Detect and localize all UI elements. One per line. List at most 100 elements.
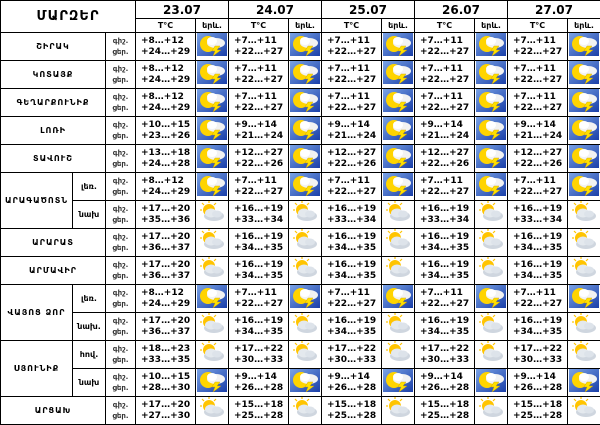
day-temp: +34…+35: [327, 243, 381, 254]
icon-part: [584, 267, 594, 274]
icon-part: [393, 37, 403, 45]
icon-part: [197, 229, 227, 252]
temperature: +16…+19+34…+35: [322, 257, 382, 285]
night-temp: +8…+12: [141, 288, 195, 299]
icon-part: [579, 177, 589, 185]
temperature: +17…+20+36…+37: [136, 229, 196, 257]
night-label: գիշ.: [106, 344, 135, 355]
temperature: +7…+11+22…+27: [508, 33, 568, 61]
icon-part: [574, 399, 576, 401]
weather-icon: [196, 201, 229, 229]
weather-icon: [289, 201, 322, 229]
icon-part: [481, 399, 483, 401]
temperature: +16…+19+34…+35: [229, 229, 289, 257]
temperature: +8…+12+24…+29: [136, 89, 196, 117]
temperature: +9…+14+21…+24: [508, 117, 568, 145]
weather-icon: [475, 173, 508, 201]
temperature: +17…+20+35…+36: [136, 201, 196, 229]
icon-part: [569, 61, 599, 84]
day-temp: +26…+28: [420, 383, 474, 394]
icon-part: [398, 267, 408, 274]
region-name: ԱՐԱԳԱԾՈՏՆ: [1, 173, 73, 229]
temperature: +7…+11+22…+27: [415, 89, 475, 117]
icon-part: [584, 323, 594, 330]
day-temp: +24…+29: [141, 187, 195, 198]
night-temp: +16…+19: [420, 204, 474, 215]
temperature: +16…+19+34…+35: [229, 257, 289, 285]
day-temp: +26…+28: [327, 383, 381, 394]
temperature: +9…+14+26…+28: [415, 369, 475, 397]
night-temp: +17…+20: [141, 204, 195, 215]
icon-part: [197, 397, 227, 420]
night-label: գիշ.: [106, 120, 135, 131]
day-temp: +22…+27: [420, 47, 474, 58]
night-temp: +8…+12: [141, 176, 195, 187]
icon-part: [486, 149, 496, 157]
night-temp: +17…+22: [234, 344, 288, 355]
icon-part: [383, 285, 413, 308]
region-name: ԱՐԱՐԱՏ: [1, 229, 106, 257]
day-temp: +22…+27: [420, 187, 474, 198]
temperature: +9…+14+26…+28: [229, 369, 289, 397]
temperature: +7…+11+22…+27: [415, 61, 475, 89]
icon-part: [295, 259, 297, 261]
icon-part: [476, 397, 506, 420]
night-temp: +8…+12: [141, 36, 195, 47]
day-temp: +26…+28: [234, 383, 288, 394]
weather-icon: [382, 369, 415, 397]
day-temp: +27…+30: [141, 411, 195, 422]
day-temp: +30…+33: [513, 355, 567, 366]
night-temp: +16…+19: [420, 260, 474, 271]
temperature: +16…+19+33…+34: [508, 201, 568, 229]
weather-icon: [475, 369, 508, 397]
weather-icon: [568, 173, 600, 201]
icon-part: [476, 89, 506, 112]
night-temp: +16…+19: [234, 232, 288, 243]
weather-icon: [382, 341, 415, 369]
temperature: +8…+12+24…+29: [136, 285, 196, 313]
icon-part: [491, 239, 501, 246]
icon-part: [300, 121, 310, 129]
night-temp: +9…+14: [420, 372, 474, 383]
night-temp: +18…+23: [141, 344, 195, 355]
icon-part: [493, 399, 495, 401]
night-label: գիշ.: [106, 92, 135, 103]
icon-part: [476, 313, 506, 336]
icon-part: [569, 397, 599, 420]
temperature: +7…+11+22…+27: [322, 89, 382, 117]
icon-part: [481, 259, 483, 261]
night-temp: +7…+11: [513, 64, 567, 75]
phenomenon-header: երև.: [382, 19, 415, 33]
phenomenon-header: երև.: [196, 19, 229, 33]
night-label: գիշ.: [106, 316, 135, 327]
time-labels: գիշ.ցեր.: [106, 89, 136, 117]
night-temp: +16…+19: [327, 204, 381, 215]
icon-part: [574, 343, 576, 345]
icon-part: [305, 211, 315, 218]
icon-part: [388, 231, 390, 233]
day-label: ցեր.: [106, 271, 135, 282]
icon-part: [383, 201, 413, 224]
day-temp: +25…+28: [327, 411, 381, 422]
phenomenon-header: երև.: [475, 19, 508, 33]
icon-part: [491, 267, 501, 274]
day-temp: +34…+35: [420, 271, 474, 282]
day-temp: +33…+34: [513, 215, 567, 226]
icon-part: [214, 259, 216, 261]
day-temp: +36…+37: [141, 271, 195, 282]
icon-part: [202, 315, 204, 317]
weather-icon: [196, 229, 229, 257]
icon-part: [305, 323, 315, 330]
day-label: ցեր.: [106, 243, 135, 254]
night-temp: +8…+12: [141, 64, 195, 75]
icon-part: [207, 93, 217, 101]
temperature: +7…+11+22…+27: [415, 173, 475, 201]
icon-part: [202, 231, 204, 233]
day-temp: +22…+27: [234, 47, 288, 58]
temp-header: T°C: [322, 19, 382, 33]
temperature: +7…+11+22…+27: [508, 173, 568, 201]
night-temp: +17…+20: [141, 400, 195, 411]
day-temp: +33…+34: [420, 215, 474, 226]
